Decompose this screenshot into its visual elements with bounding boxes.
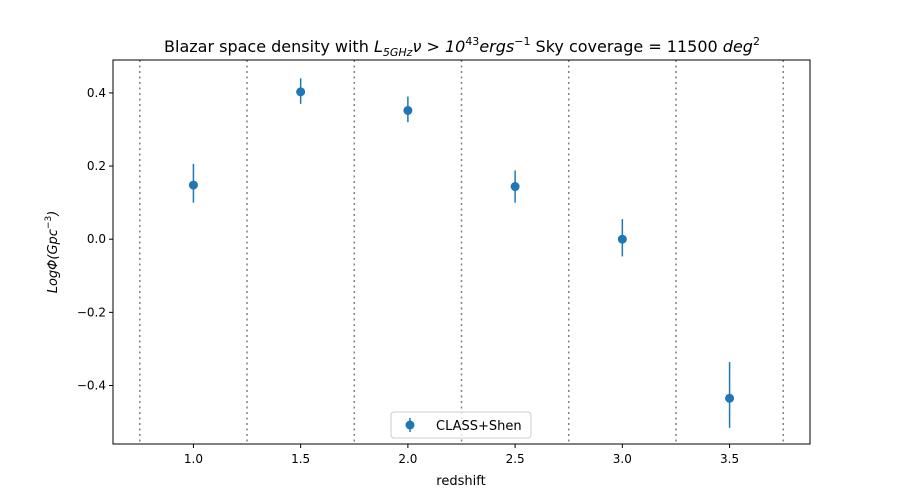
title-nu-gt: ν > 10 (412, 37, 465, 56)
title-part1: Blazar space density with (164, 37, 374, 56)
x-tick-label: 1.0 (184, 452, 203, 466)
y-tick-label: 0.2 (87, 159, 106, 173)
title-unit: ergs (479, 37, 514, 56)
title-coverage-unit: deg (723, 37, 753, 56)
plot-frame (112, 59, 811, 445)
title-coverage-exponent: 2 (753, 35, 760, 48)
y-axis-label: LogΦ(Gpc−3) (44, 211, 61, 294)
title-coverage-label: Sky coverage = 11500 (530, 37, 722, 56)
data-point (296, 87, 306, 97)
y-tick-label: −0.4 (77, 378, 106, 392)
y-tick-label: 0.4 (87, 86, 106, 100)
x-tick-label: 2.0 (398, 452, 417, 466)
title-exponent: 43 (465, 35, 479, 48)
x-tick-label: 3.5 (720, 452, 739, 466)
title-lum-subscript: 5GHz (383, 46, 413, 59)
x-tick-label: 2.5 (506, 452, 525, 466)
legend-marker-icon (405, 420, 415, 430)
legend-label: CLASS+Shen (436, 419, 522, 434)
y-label-close: ) (46, 211, 61, 217)
y-tick-label: 0.0 (87, 232, 106, 246)
y-label-base: LogΦ(Gpc (46, 229, 61, 293)
x-tick-label: 3.0 (613, 452, 632, 466)
data-point (403, 105, 413, 115)
legend-box (390, 411, 532, 439)
data-point (510, 182, 520, 192)
title-lum-symbol: L (374, 37, 383, 56)
x-tick-label: 1.5 (291, 452, 310, 466)
data-point (188, 180, 198, 190)
data-point (725, 393, 735, 403)
x-axis: 1.0 1.5 2.0 2.5 3.0 3.5 (184, 444, 739, 466)
y-label-exponent: −3 (44, 216, 54, 229)
y-axis: −0.4 −0.2 0.0 0.2 0.4 (77, 86, 113, 392)
legend: CLASS+Shen (390, 411, 532, 439)
chart-title: Blazar space density with L5GHzν > 1043e… (164, 35, 760, 59)
y-tick-label: −0.2 (77, 305, 106, 319)
plot-area (139, 60, 784, 444)
x-axis-label: redshift (436, 474, 485, 489)
data-point (617, 234, 627, 244)
title-unit-exponent: −1 (514, 35, 530, 48)
